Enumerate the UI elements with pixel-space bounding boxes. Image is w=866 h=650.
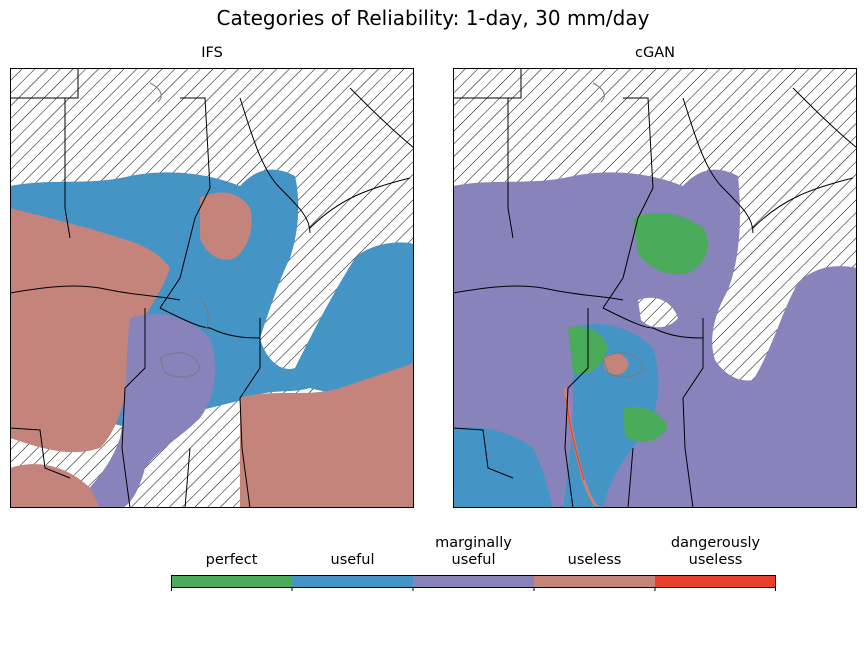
colorbar-label-dangerously-useless: dangerously useless bbox=[655, 535, 776, 569]
colorbar-label-line2: useful bbox=[330, 552, 375, 568]
colorbar-swatch-dangerously-useless bbox=[655, 575, 776, 588]
lakes bbox=[592, 82, 644, 378]
colorbar-label-line1 bbox=[292, 535, 413, 552]
no-data-horn bbox=[260, 123, 414, 369]
colorbar-swatch-useful bbox=[292, 575, 413, 588]
region-useless-west bbox=[10, 208, 170, 453]
region-useless-south bbox=[10, 464, 100, 508]
map-frame bbox=[10, 68, 414, 508]
figure-title: Categories of Reliability: 1-day, 30 mm/… bbox=[216, 6, 650, 30]
lakes bbox=[149, 82, 209, 378]
colorbar-label-marginally-useful: marginally useful bbox=[413, 535, 534, 569]
colorbar-label-line2: perfect bbox=[205, 552, 258, 568]
region-perfect-east bbox=[623, 406, 668, 442]
country-borders bbox=[453, 68, 857, 508]
colorbar-label-line1 bbox=[171, 535, 292, 552]
colorbar-label-useful: useful bbox=[292, 535, 413, 569]
region-useless-north bbox=[200, 192, 252, 260]
map-cgan bbox=[453, 68, 857, 508]
colorbar-swatch-useless bbox=[534, 575, 655, 588]
region-marginal bbox=[70, 314, 216, 508]
map-ifs bbox=[10, 68, 414, 508]
colorbar-label-line1 bbox=[534, 535, 655, 552]
region-useless-southeast bbox=[240, 363, 414, 508]
country-borders bbox=[10, 68, 414, 508]
no-data-lake-victoria-area bbox=[638, 297, 678, 328]
colorbar-swatch-perfect bbox=[171, 575, 292, 588]
colorbar-label-line2: useful bbox=[451, 552, 496, 568]
map-frame bbox=[453, 68, 857, 508]
region-perfect-ethiopia bbox=[633, 212, 708, 275]
region-useful-sw bbox=[453, 427, 553, 508]
colorbar-label-line2: useless bbox=[567, 552, 622, 568]
colorbar bbox=[171, 575, 777, 591]
panel-title-ifs: IFS bbox=[201, 45, 223, 61]
colorbar-ticks bbox=[171, 588, 776, 591]
colorbar-label-line1: marginally bbox=[435, 535, 512, 551]
colorbar-label-line2: useless bbox=[688, 552, 743, 568]
panel-title-cgan: cGAN bbox=[635, 45, 675, 61]
region-useless-central bbox=[603, 353, 629, 375]
colorbar-label-useless: useless bbox=[534, 535, 655, 569]
colorbar-swatch-marginally-useful bbox=[413, 575, 534, 588]
colorbar-label-perfect: perfect bbox=[171, 535, 292, 569]
colorbar-label-line1: dangerously bbox=[670, 535, 761, 551]
colorbar-frame bbox=[171, 575, 776, 588]
